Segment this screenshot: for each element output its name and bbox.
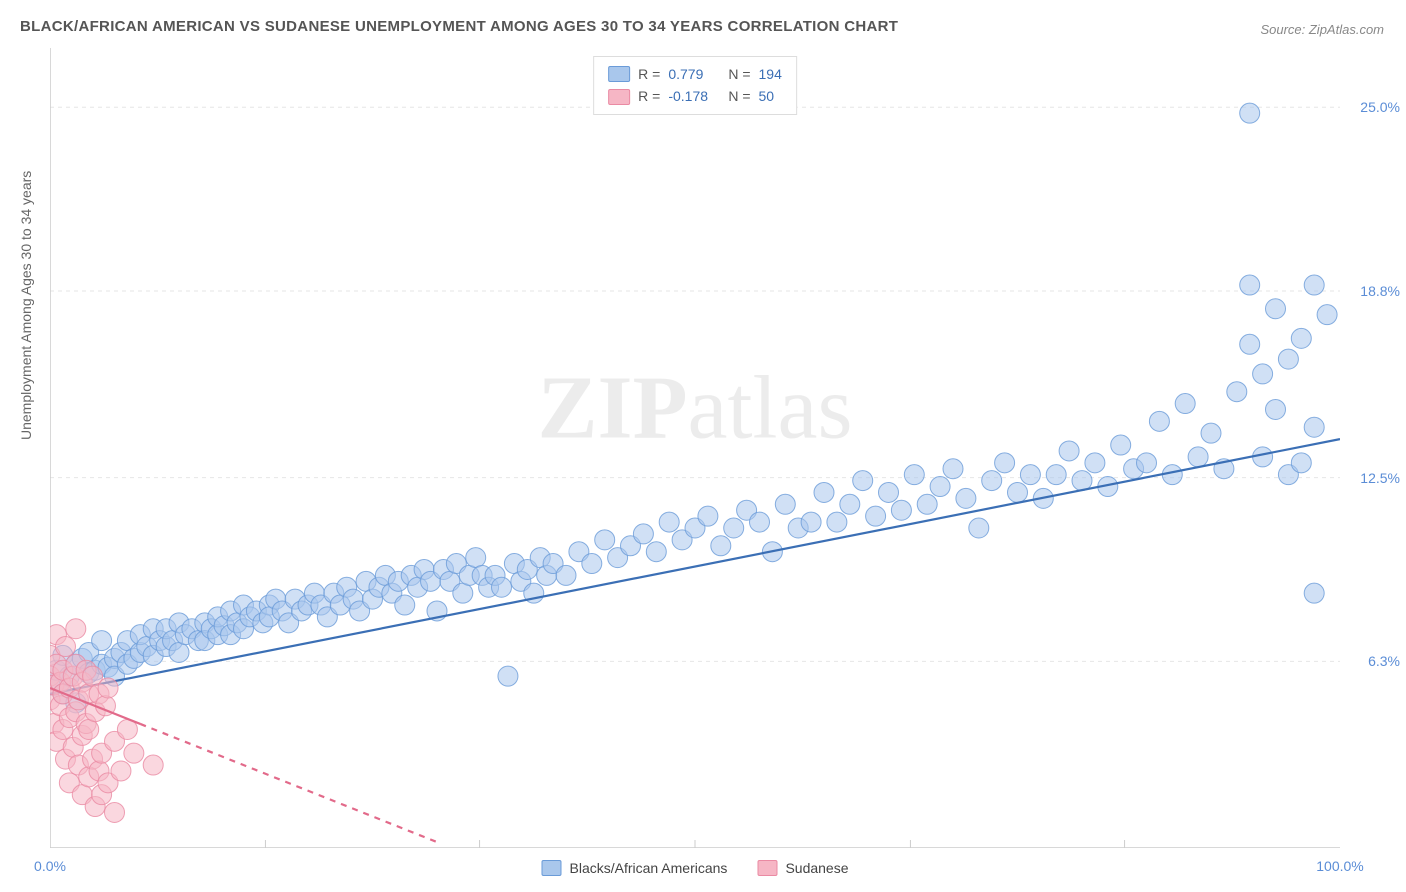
n-value: 194 [759,63,782,85]
legend-swatch [757,860,777,876]
legend-row: R = -0.178 N = 50 [608,85,782,107]
correlation-legend: R = 0.779 N = 194 R = -0.178 N = 50 [593,56,797,115]
scatter-svg [50,48,1340,848]
legend-label: Blacks/African Americans [569,860,727,876]
legend-item: Blacks/African Americans [541,860,727,876]
y-axis-label: Unemployment Among Ages 30 to 34 years [18,171,34,440]
y-tick-label: 6.3% [1368,653,1400,669]
legend-item: Sudanese [757,860,848,876]
n-value: 50 [759,85,775,107]
plot-area: ZIPatlas R =0.779N =194R =-0.178N =50 Bl… [50,48,1340,848]
legend-row: R = 0.779 N = 194 [608,63,782,85]
source-attribution: Source: ZipAtlas.com [1260,22,1384,37]
legend-swatch [541,860,561,876]
x-tick-label: 100.0% [1316,858,1363,874]
legend-label: Sudanese [785,860,848,876]
n-label: N = [728,63,750,85]
chart-title: BLACK/AFRICAN AMERICAN VS SUDANESE UNEMP… [20,18,898,35]
n-label: N = [728,85,750,107]
y-tick-label: 18.8% [1360,283,1400,299]
x-tick-label: 0.0% [34,858,66,874]
series-legend: Blacks/African Americans Sudanese [541,860,848,876]
y-tick-label: 12.5% [1360,470,1400,486]
y-tick-label: 25.0% [1360,99,1400,115]
r-label: R = [638,63,660,85]
legend-swatch [608,89,630,105]
r-value: -0.178 [668,85,720,107]
r-label: R = [638,85,660,107]
legend-swatch [608,66,630,82]
r-value: 0.779 [668,63,720,85]
